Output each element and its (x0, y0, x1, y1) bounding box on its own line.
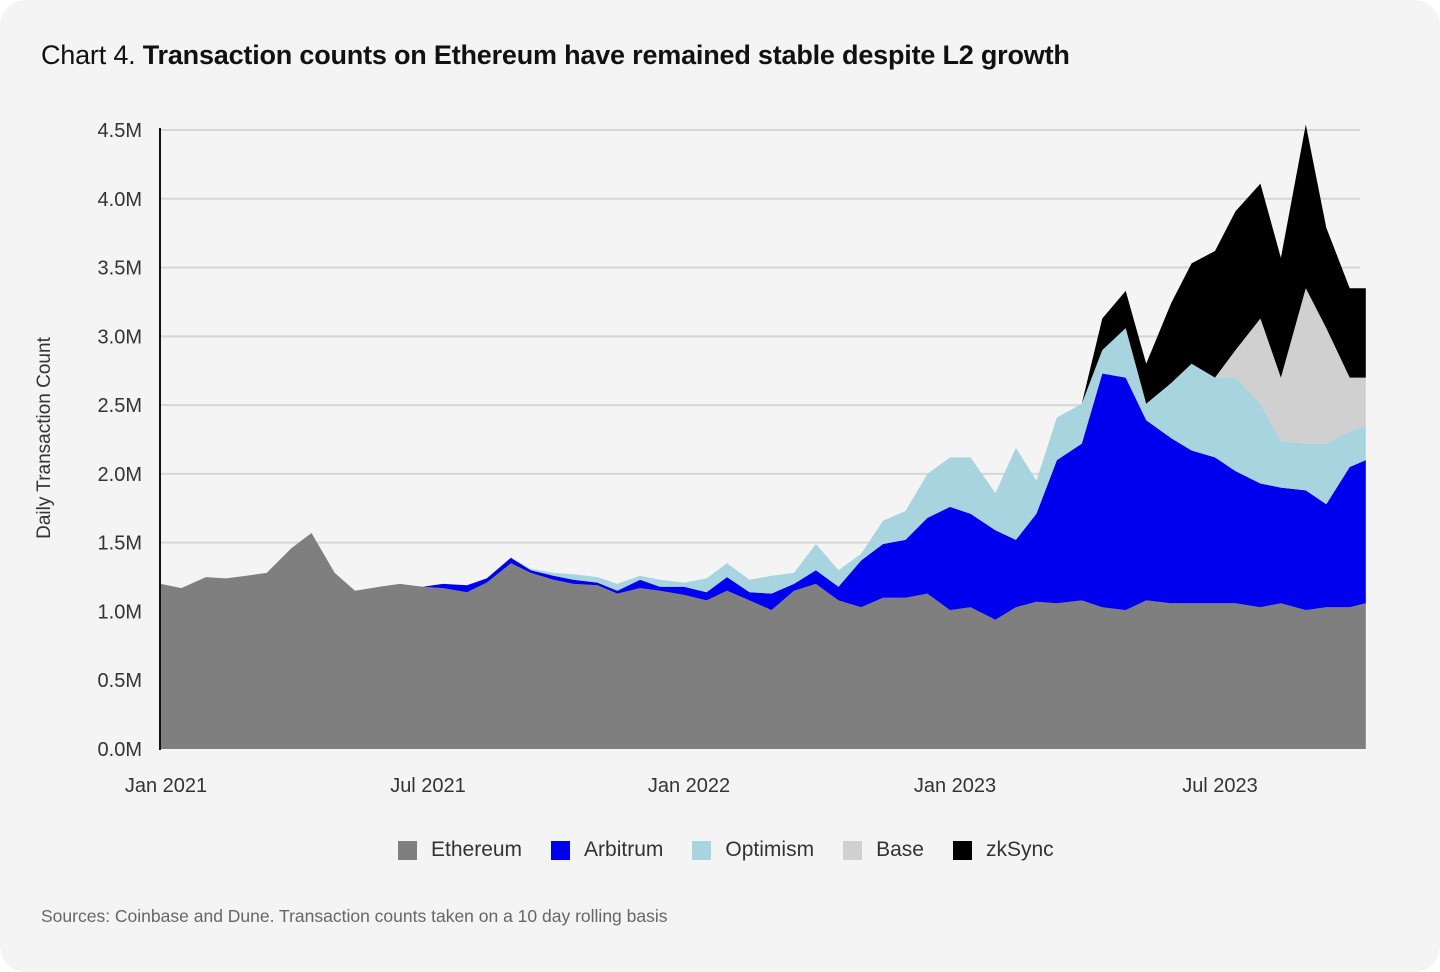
legend-item-zksync: zkSync (952, 838, 1054, 862)
y-tick-label: 4.0M (98, 189, 142, 211)
y-tick-label: 3.5M (98, 258, 142, 280)
x-tick-label: Jul 2023 (1182, 775, 1258, 797)
y-tick-label: 3.0M (98, 326, 142, 348)
y-tick-label: 1.5M (98, 533, 142, 555)
area-ethereum (161, 533, 1366, 749)
legend-swatch (398, 840, 417, 860)
legend: Ethereum Arbitrum Optimism Base zkSync (398, 838, 1083, 862)
x-tick-label: Jul 2021 (390, 775, 466, 797)
source-note: Sources: Coinbase and Dune. Transaction … (41, 906, 668, 926)
legend-swatch (843, 840, 863, 860)
legend-item-base: Base (843, 838, 924, 862)
y-tick-label: 0.5M (98, 670, 142, 692)
y-tick-label: 2.0M (98, 464, 142, 486)
legend-label: Optimism (725, 838, 815, 861)
legend-label: Arbitrum (584, 838, 664, 861)
area-arbitrum (161, 373, 1366, 620)
legend-swatch (952, 840, 972, 860)
legend-item-ethereum: Ethereum (398, 838, 522, 862)
legend-label: zkSync (985, 838, 1054, 861)
legend-item-optimism: Optimism (692, 838, 814, 862)
y-tick-label: 0.0M (98, 739, 142, 761)
chart-number: Chart 4. (41, 40, 143, 70)
legend-label: Ethereum (431, 838, 523, 861)
x-tick-label: Jan 2021 (125, 775, 207, 797)
x-tick-label: Jan 2023 (914, 775, 996, 797)
y-tick-label: 4.5M (98, 120, 142, 142)
legend-swatch (551, 840, 571, 860)
legend-label: Base (876, 838, 924, 861)
legend-item-arbitrum: Arbitrum (551, 838, 663, 862)
legend-swatch (692, 840, 712, 860)
y-tick-label: 2.5M (98, 395, 142, 417)
y-tick-label: 1.0M (98, 601, 142, 623)
chart-headline: Transaction counts on Ethereum have rema… (142, 40, 1070, 70)
y-axis-title: Daily Transaction Count (34, 337, 55, 539)
x-tick-label: Jan 2022 (648, 775, 730, 797)
chart-title: Chart 4. Transaction counts on Ethereum … (41, 40, 1070, 71)
